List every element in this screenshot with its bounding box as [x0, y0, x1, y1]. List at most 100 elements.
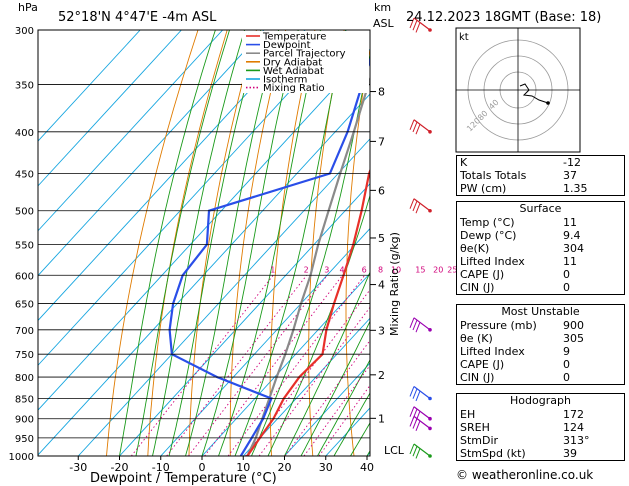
stat-key: EH [460, 408, 476, 421]
wind-barb-staff [413, 386, 431, 399]
mixing-ratio-label: 2 [304, 265, 309, 274]
wind-barb-flag [409, 317, 415, 328]
wind-barb [409, 119, 432, 135]
stat-row: θe (K) 305 [457, 332, 624, 345]
stat-value: 9.4 [563, 229, 581, 242]
pressure-tick-label: 600 [15, 271, 34, 282]
stat-value: 0 [563, 371, 570, 384]
isotherm-line [201, 272, 370, 456]
pressure-tick-label: 800 [15, 373, 34, 384]
pressure-tick-label: 450 [15, 169, 34, 180]
stat-row: CAPE (J) 0 [457, 268, 624, 281]
stat-key: Temp (°C) [460, 216, 515, 229]
pressure-tick-label: 300 [15, 26, 34, 37]
legend-label: Isotherm [263, 75, 307, 86]
stat-value: 9 [563, 345, 570, 358]
pressure-tick-label: 700 [15, 326, 34, 337]
stat-key: Pressure (mb) [460, 319, 537, 332]
wind-barb-staff [413, 406, 431, 420]
stat-value: 1.35 [563, 182, 588, 195]
x-tick-label: 30 [319, 461, 333, 474]
wet-adiabat-line [333, 392, 370, 456]
wind-barbs [409, 17, 432, 459]
isotherm-line [38, 30, 182, 187]
wind-barb-flag [412, 121, 418, 133]
km-tick-label: 3 [378, 324, 385, 337]
isotherm-line [38, 30, 306, 322]
pressure-tick-label: 850 [15, 394, 34, 405]
indices-panel: K -12 Totals Totals 37 PW (cm) 1.35 [456, 155, 625, 196]
x-tick-label: 10 [236, 461, 250, 474]
stat-key: CAPE (J) [460, 268, 505, 281]
wind-barb-dot [428, 327, 432, 332]
wind-barb [409, 386, 432, 402]
wind-barb-staff [413, 443, 431, 457]
stat-value: 304 [563, 242, 584, 255]
wind-barb-staff [413, 119, 431, 133]
km-tick-label: 4 [378, 279, 385, 292]
stat-value: 39 [563, 447, 577, 460]
hodograph-end-dot [546, 101, 550, 105]
stat-value: 11 [563, 216, 577, 229]
legend-label: Temperature [262, 32, 326, 43]
wind-barb-flag [409, 198, 415, 209]
km-tick-label: 2 [378, 369, 385, 382]
wind-barb-dot [428, 208, 432, 213]
legend-box [242, 31, 369, 93]
legend-label: Dry Adiabat [263, 57, 322, 68]
stat-key: CIN (J) [460, 281, 495, 294]
wind-barb-flag [409, 406, 415, 417]
most-unstable-rows: Pressure (mb) 900 θe (K) 305 Lifted Index 9 CA… [457, 319, 624, 384]
mixing-ratio-line [204, 275, 343, 456]
mixing-ratio-label: 15 [415, 265, 425, 274]
wind-barb-dot [428, 454, 432, 458]
wind-barb-flag [415, 322, 421, 333]
stat-value: 0 [563, 358, 570, 371]
wind-barb [409, 317, 432, 333]
stat-row: K -12 [457, 156, 624, 169]
wind-barb-flag [409, 17, 415, 29]
legend-label: Dewpoint [263, 40, 311, 51]
surface-rows: Temp (°C) 11 Dewp (°C) 9.4 θe(K) 304 Lifted In… [457, 216, 624, 294]
hodograph-kt-label: kt [459, 32, 469, 43]
dry-adiabat-line [417, 30, 436, 456]
stat-row: Lifted Index 9 [457, 345, 624, 358]
wind-barb [409, 198, 432, 214]
stat-key: θe (K) [460, 332, 493, 345]
mixing-ratio-line [166, 275, 307, 456]
mixing-ratio-label: 1 [270, 265, 275, 274]
stat-row: Pressure (mb) 900 [457, 319, 624, 332]
wind-barb-flag [412, 446, 418, 457]
pressure-axis: 300 350 400 450 500 550 600 650 700 750 800 850 900 9… [9, 26, 34, 463]
asl-label: ASL [373, 17, 395, 30]
hodograph-stats-title: Hodograph [510, 394, 571, 407]
stat-row: Totals Totals 37 [457, 169, 624, 182]
x-axis-label: Dewpoint / Temperature (°C) [90, 471, 277, 486]
mixing-ratio-label: 25 [447, 265, 457, 274]
stat-value: 37 [563, 169, 577, 182]
x-tick-label: 0 [199, 461, 206, 474]
wind-barb-dot [428, 416, 432, 421]
stat-row: EH 172 [457, 408, 624, 421]
pressure-tick-label: 650 [15, 300, 34, 311]
stat-row: CIN (J) 0 [457, 281, 624, 294]
x-tick-label: -20 [111, 461, 129, 474]
isotherm-line [77, 138, 370, 456]
wind-barb [409, 415, 432, 432]
wind-barb-dot [428, 129, 432, 134]
stat-value: 900 [563, 319, 584, 332]
surface-panel: Surface Temp (°C) 11 Dewp (°C) 9.4 θe(K) 304 L… [456, 201, 625, 295]
mixing-ratio-label: 10 [391, 265, 401, 274]
wind-barb-dot [428, 28, 432, 32]
hodograph-trace [519, 83, 549, 104]
wind-barb-flag [412, 20, 418, 31]
wind-barb-flag [409, 443, 415, 455]
wind-barb-flag [409, 119, 415, 130]
mixing-ratio-label: 6 [362, 265, 367, 274]
lcl-label: LCL [384, 444, 405, 457]
most-unstable-title: Most Unstable [501, 305, 580, 318]
stat-row: θe(K) 304 [457, 242, 624, 255]
